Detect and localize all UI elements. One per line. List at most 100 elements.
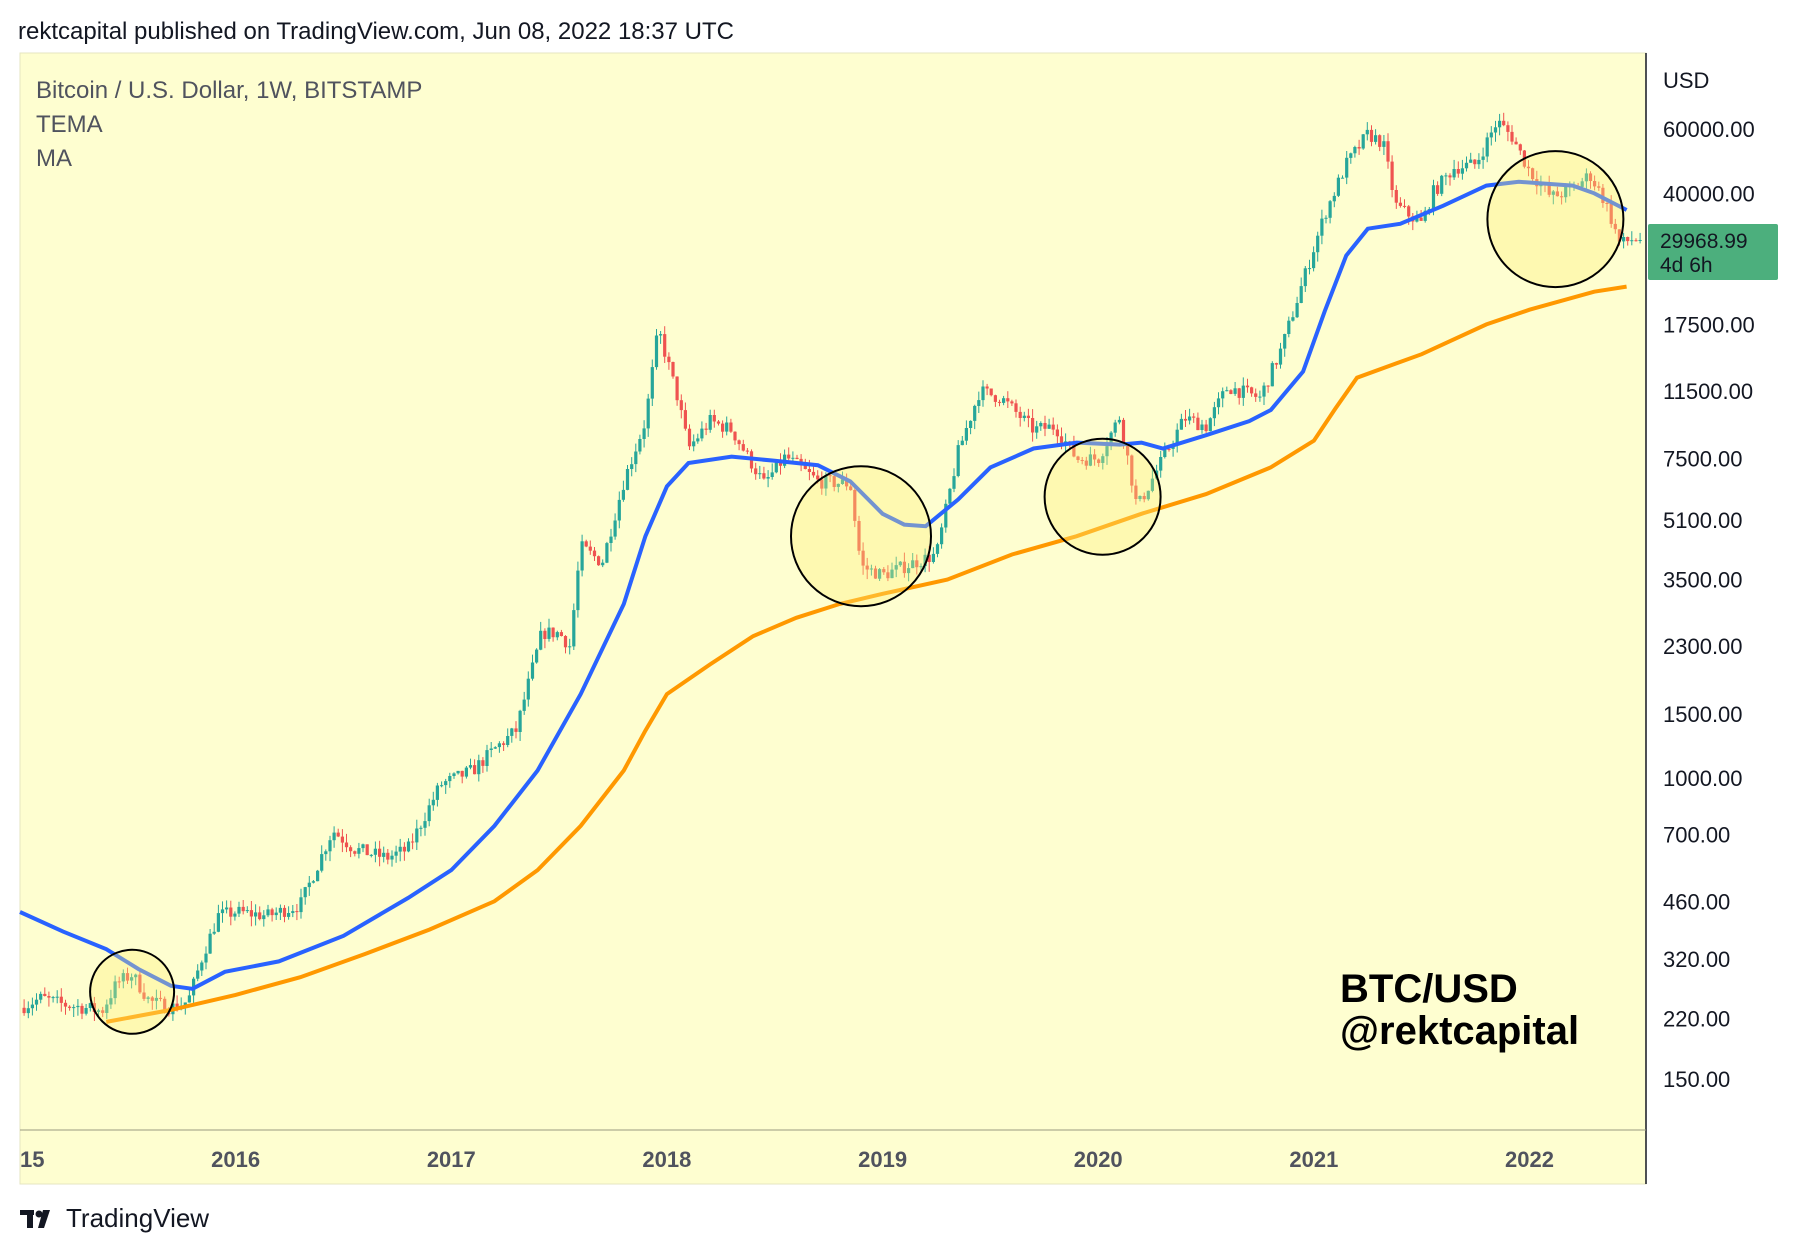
- candle-body: [1386, 141, 1390, 162]
- candle-body: [559, 632, 563, 636]
- candle-body: [1345, 157, 1349, 178]
- candle-body: [733, 431, 737, 441]
- candle-body: [1287, 320, 1291, 334]
- candle-body: [1324, 217, 1328, 219]
- candle-body: [1502, 120, 1506, 126]
- candle-body: [394, 851, 398, 856]
- candle-body: [1229, 390, 1233, 394]
- candle-body: [130, 977, 134, 981]
- candle-body: [1134, 485, 1138, 499]
- candle-body: [92, 1003, 96, 1012]
- candle-body: [113, 981, 117, 999]
- candle-body: [340, 836, 344, 843]
- candle-body: [555, 632, 559, 638]
- candle-body: [373, 848, 377, 855]
- candle-body: [51, 997, 55, 999]
- candle-body: [997, 401, 1002, 403]
- candle-body: [1340, 177, 1345, 179]
- publisher-line: rektcapital published on TradingView.com…: [18, 18, 734, 45]
- candle-body: [1130, 455, 1134, 486]
- x-tick-label: 2021: [1289, 1147, 1338, 1172]
- candle-body: [547, 627, 551, 639]
- candle-body: [175, 1003, 179, 1010]
- candle-body: [254, 912, 258, 917]
- candle-body: [435, 785, 439, 800]
- y-tick-label: 460.00: [1663, 889, 1730, 914]
- candle-body: [68, 1006, 72, 1008]
- candle-body: [386, 852, 390, 860]
- candle-body: [1159, 457, 1163, 471]
- candle-body: [1638, 240, 1642, 241]
- candle-body: [1560, 196, 1564, 198]
- candle-body: [402, 846, 406, 852]
- candle-body: [1415, 217, 1419, 222]
- footer-brand[interactable]: TradingView: [66, 1203, 210, 1233]
- y-tick-label: 40000.00: [1663, 181, 1755, 206]
- watermark-pair: BTC/USD: [1340, 967, 1518, 1011]
- candle-body: [1146, 490, 1150, 500]
- candle-body: [1093, 454, 1097, 460]
- candle-body: [1440, 175, 1444, 194]
- candle-body: [76, 1005, 80, 1008]
- candle-body: [807, 469, 811, 472]
- candle-body: [1510, 131, 1514, 142]
- candle-body: [766, 477, 770, 479]
- candle-body: [816, 475, 820, 480]
- candle-body: [270, 909, 274, 916]
- candle-body: [803, 465, 807, 469]
- candle-body: [985, 386, 989, 389]
- candle-body: [956, 445, 960, 476]
- y-tick-label: 17500.00: [1663, 312, 1755, 337]
- candle-body: [663, 334, 667, 357]
- candle-body: [642, 428, 646, 439]
- candle-body: [419, 827, 423, 829]
- y-tick-label: 11500.00: [1663, 379, 1753, 404]
- tema-line: [19, 179, 1628, 991]
- candle-body: [274, 912, 278, 916]
- candle-body: [940, 527, 944, 545]
- countdown: 4d 6h: [1660, 254, 1713, 277]
- y-tick-label: 700.00: [1663, 823, 1730, 848]
- candle-body: [551, 627, 555, 638]
- y-tick-label: 1000.00: [1663, 766, 1743, 791]
- candle-body: [200, 962, 204, 971]
- candle-body: [493, 747, 497, 749]
- candle-body: [1295, 303, 1299, 318]
- candle-body: [1299, 286, 1303, 303]
- candle-body: [1312, 252, 1316, 269]
- candle-body: [857, 521, 861, 551]
- candle-body: [109, 998, 113, 1005]
- candle-body: [233, 913, 237, 917]
- candle-body: [1167, 448, 1171, 450]
- candle-body: [1460, 168, 1464, 174]
- candle-body: [1473, 159, 1477, 165]
- candle-body: [824, 475, 828, 489]
- candle-body: [72, 1007, 76, 1009]
- candle-body: [101, 1010, 105, 1013]
- candle-body: [1456, 169, 1460, 174]
- legend-tema: TEMA: [36, 111, 103, 138]
- candle-body: [1518, 144, 1522, 151]
- x-tick-label: 15: [20, 1147, 44, 1172]
- candle-body: [952, 476, 956, 489]
- candle-body: [1117, 419, 1121, 423]
- candle-body: [456, 770, 460, 774]
- candle-body: [1183, 418, 1188, 421]
- candle-body: [216, 913, 220, 932]
- candle-body: [121, 973, 125, 982]
- candle-body: [886, 572, 890, 579]
- candle-body: [667, 356, 671, 363]
- candle-body: [1307, 268, 1312, 270]
- candle-body: [1464, 162, 1469, 169]
- candle-body: [357, 848, 361, 854]
- candle-body: [679, 400, 683, 411]
- candle-body: [1274, 363, 1278, 365]
- candle-body: [873, 568, 878, 579]
- candle-body: [1555, 191, 1559, 197]
- candle-body: [584, 541, 588, 547]
- candle-body: [526, 678, 530, 700]
- candle-body: [1353, 147, 1357, 154]
- y-tick-label: 320.00: [1663, 947, 1730, 972]
- candle-body: [1349, 153, 1353, 158]
